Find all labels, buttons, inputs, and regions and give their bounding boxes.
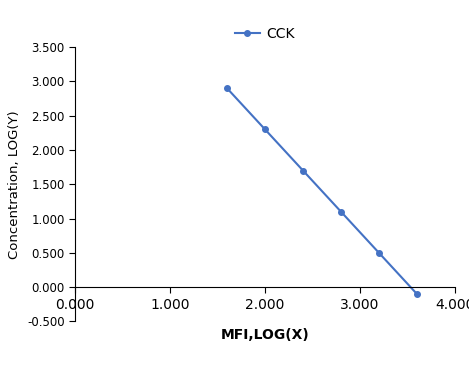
CCK xyxy=(300,168,306,173)
CCK xyxy=(414,292,420,296)
CCK xyxy=(338,209,344,214)
Legend: CCK: CCK xyxy=(229,21,301,46)
Line: CCK: CCK xyxy=(224,85,420,297)
Y-axis label: Concentration, LOG(Y): Concentration, LOG(Y) xyxy=(8,110,22,259)
X-axis label: MFI,LOG(X): MFI,LOG(X) xyxy=(220,328,310,342)
CCK xyxy=(376,250,382,255)
CCK xyxy=(262,127,268,132)
CCK xyxy=(224,86,230,91)
